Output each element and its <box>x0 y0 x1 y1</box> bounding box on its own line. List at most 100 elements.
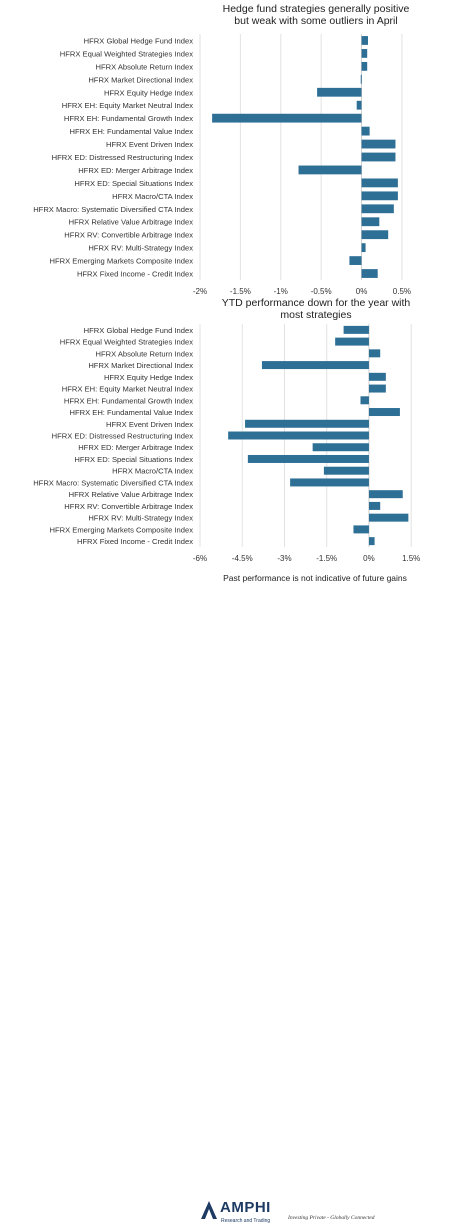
category-label: HFRX EH: Fundamental Growth Index <box>64 396 193 405</box>
brand-name: AMPHI <box>220 1199 271 1216</box>
category-label: HFRX Equal Weighted Strategies Index <box>60 49 193 58</box>
x-tick-label: -1% <box>274 287 288 296</box>
bar <box>349 256 362 265</box>
bar <box>353 525 369 534</box>
bar <box>361 36 368 45</box>
category-label: HFRX Equity Hedge Index <box>104 88 193 97</box>
bar <box>361 217 380 227</box>
bar <box>361 152 396 162</box>
category-label: HFRX ED: Distressed Restructuring Index <box>52 432 194 441</box>
bar <box>361 269 378 278</box>
category-label: HFRX Fixed Income - Credit Index <box>77 270 193 279</box>
category-label: HFRX Market Directional Index <box>88 75 193 84</box>
category-label: HFRX Absolute Return Index <box>95 349 193 358</box>
x-tick-label: -6% <box>193 554 207 563</box>
bar <box>361 139 396 149</box>
bar <box>361 230 389 240</box>
footer: AMPHI Research and Trading Investing Pri… <box>0 596 453 1224</box>
category-label: HFRX EH: Equity Market Neutral Index <box>62 385 193 394</box>
bar <box>356 100 362 110</box>
x-tick-label: -0.5% <box>311 287 332 296</box>
bar <box>360 74 362 84</box>
category-label: HFRX RV: Convertible Arbitrage Index <box>64 231 193 240</box>
chart1-title: Hedge fund strategies generally positive… <box>196 3 436 27</box>
bar <box>343 325 369 334</box>
bar <box>368 501 381 510</box>
bar <box>212 113 362 123</box>
category-label: HFRX Equal Weighted Strategies Index <box>60 338 193 347</box>
bar <box>290 478 369 487</box>
bar <box>360 396 369 405</box>
bar <box>335 337 369 346</box>
x-tick-label: -3% <box>277 554 291 563</box>
category-label: HFRX ED: Special Situations Index <box>74 179 193 188</box>
category-label: HFRX ED: Merger Arbitrage Index <box>78 443 193 452</box>
category-label: HFRX Relative Value Arbitrage Index <box>69 490 194 499</box>
bar <box>368 490 403 499</box>
category-label: HFRX RV: Multi-Strategy Index <box>88 244 193 253</box>
bar <box>368 372 386 381</box>
category-label: HFRX Market Directional Index <box>88 361 193 370</box>
x-tick-label: -1.5% <box>230 287 251 296</box>
x-tick-label: -2% <box>193 287 207 296</box>
bar <box>228 431 369 440</box>
category-label: HFRX ED: Special Situations Index <box>74 455 193 464</box>
category-label: HFRX ED: Distressed Restructuring Index <box>52 153 194 162</box>
disclaimer-note: Past performance is not indicative of fu… <box>223 573 407 583</box>
bar <box>361 191 398 201</box>
category-label: HFRX Global Hedge Fund Index <box>84 326 194 335</box>
bar <box>317 87 362 97</box>
category-label: HFRX ED: Merger Arbitrage Index <box>78 166 193 175</box>
brand-tagline: Investing Private - Globally Connected <box>288 1215 375 1221</box>
chart2-title-line2: most strategies <box>280 309 352 321</box>
bar <box>368 349 381 358</box>
x-tick-label: 0% <box>356 287 368 296</box>
bar <box>247 454 369 463</box>
x-tick-label: -1.5% <box>316 554 337 563</box>
category-label: HFRX Equity Hedge Index <box>104 373 193 382</box>
x-tick-label: 0% <box>363 554 375 563</box>
bar <box>361 204 394 214</box>
chart1-title-line2: but weak with some outliers in April <box>234 15 398 27</box>
bar <box>261 361 369 370</box>
category-label: HFRX EH: Fundamental Value Index <box>69 408 193 417</box>
brand-subtitle: Research and Trading <box>221 1218 271 1224</box>
bar <box>312 443 369 452</box>
category-label: HFRX RV: Multi-Strategy Index <box>88 514 193 523</box>
x-tick-label: 1.5% <box>402 554 420 563</box>
bar <box>245 419 369 428</box>
category-label: HFRX EH: Fundamental Value Index <box>69 127 193 136</box>
amphi-logo-icon <box>201 1201 217 1219</box>
category-label: HFRX Macro: Systematic Diversified CTA I… <box>33 478 193 487</box>
bar <box>368 537 375 546</box>
bar <box>298 165 362 175</box>
chart2-title-line1: YTD performance down for the year with <box>221 297 411 309</box>
chart-april: -2% -1.5% -1% -0.5% 0% 0.5% HFRX Global Hedge … <box>33 34 411 296</box>
category-label: HFRX EH: Equity Market Neutral Index <box>62 101 193 110</box>
category-label: HFRX Relative Value Arbitrage Index <box>69 218 194 227</box>
category-label: HFRX Fixed Income - Credit Index <box>77 537 193 546</box>
category-label: HFRX Event Driven Index <box>106 420 193 429</box>
chart-ytd: -6% -4.5% -3% -1.5% 0% 1.5% HFRX Global Hedge … <box>33 324 420 563</box>
bar <box>361 126 370 136</box>
bar <box>361 178 398 188</box>
category-label: HFRX Macro/CTA Index <box>112 467 193 476</box>
bar <box>368 513 409 522</box>
chart1-title-line1: Hedge fund strategies generally positive <box>222 3 410 15</box>
category-label: HFRX RV: Convertible Arbitrage Index <box>64 502 193 511</box>
bar <box>323 466 369 475</box>
category-label: HFRX Event Driven Index <box>106 140 193 149</box>
category-label: HFRX Macro/CTA Index <box>112 192 193 201</box>
bar <box>361 61 368 71</box>
x-tick-label: -4.5% <box>232 554 253 563</box>
bar <box>368 408 400 417</box>
category-label: HFRX Emerging Markets Composite Index <box>50 257 194 266</box>
category-label: HFRX Absolute Return Index <box>95 62 193 71</box>
category-label: HFRX Macro: Systematic Diversified CTA I… <box>33 205 193 214</box>
category-label: HFRX Emerging Markets Composite Index <box>50 525 194 534</box>
x-tick-label: 0.5% <box>393 287 411 296</box>
bar <box>361 49 368 58</box>
category-label: HFRX Global Hedge Fund Index <box>84 36 194 45</box>
bar <box>368 384 386 393</box>
chart2-title: YTD performance down for the year with m… <box>196 297 436 321</box>
